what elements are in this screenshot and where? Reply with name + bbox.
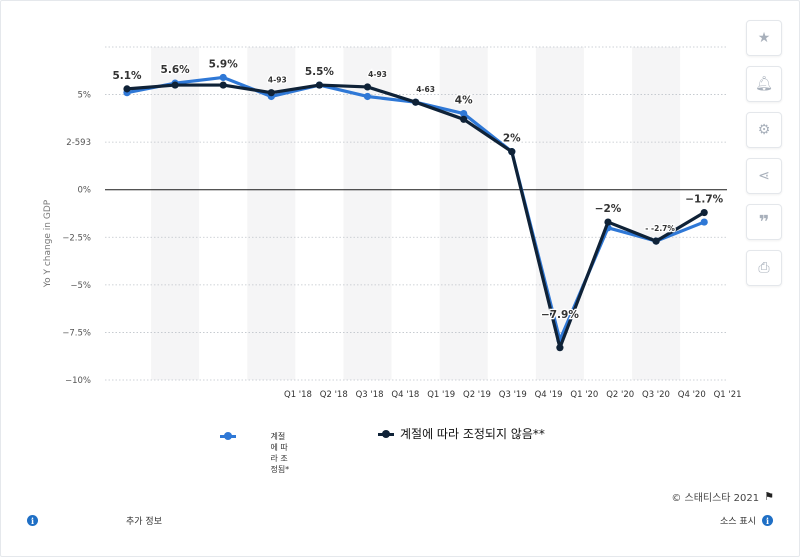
legend-item-adjusted[interactable]: 계절에 따라 조정됨*: [220, 430, 289, 475]
legend-marker-adjusted: [220, 430, 236, 442]
data-point: [460, 110, 468, 118]
y-tick-label: 5%: [78, 91, 92, 101]
source-credit: © 스태티스타 2021 ⚑: [671, 489, 774, 504]
legend-item-not-adjusted[interactable]: 계절에 따라 조정되지 않음**: [378, 428, 550, 441]
data-point: [652, 237, 660, 245]
column-band: [151, 47, 200, 380]
star-icon: ★: [757, 30, 771, 46]
flag-icon: ⚑: [764, 490, 774, 503]
column-band: [439, 47, 488, 380]
data-label: −7.9%: [541, 309, 579, 321]
y-tick-label: −7.5%: [62, 328, 91, 338]
x-tick-label: Q3 '19: [499, 390, 527, 400]
cite-button[interactable]: ❞: [746, 204, 782, 240]
gear-icon: ⚙: [757, 122, 771, 138]
show-source-label: 소스 표시: [720, 517, 756, 527]
data-point: [219, 73, 227, 82]
data-label: - -2.7%: [645, 224, 675, 233]
x-tick-label: Q3 '18: [356, 390, 384, 400]
data-label: 4-93: [268, 76, 287, 85]
data-point: [604, 218, 612, 226]
data-label: −2%: [595, 203, 622, 215]
data-point: [412, 98, 420, 106]
x-tick-label: Q4 '20: [678, 390, 706, 400]
copyright-text: © 스태티스타 2021: [671, 493, 760, 504]
favorite-button[interactable]: ★: [746, 20, 782, 56]
column-band: [535, 47, 584, 380]
x-tick-label: Q2 '20: [606, 390, 634, 400]
x-tick-label: Q4 '19: [535, 390, 563, 400]
quote-icon: ❞: [758, 211, 770, 233]
y-tick-label: −10%: [65, 376, 91, 386]
data-point: [700, 208, 708, 217]
legend-label-adjusted: 계절에 따라 조정됨*: [270, 432, 290, 474]
data-label: 5.5%: [305, 66, 335, 78]
data-point: [219, 81, 227, 89]
y-tick-label: 0%: [78, 186, 92, 196]
column-band: [343, 47, 392, 380]
data-label: 5.9%: [209, 58, 239, 70]
info-icon: i: [27, 515, 38, 526]
x-tick-label: Q1 '20: [570, 390, 598, 400]
data-label: 2%: [503, 133, 521, 145]
y-tick-label: −5%: [70, 281, 91, 291]
share-button[interactable]: ⋖: [746, 158, 782, 194]
data-label: 4-63: [416, 85, 435, 94]
data-point: [556, 344, 564, 352]
y-tick-label: 2-593: [66, 138, 91, 148]
data-point: [700, 218, 708, 226]
x-tick-label: Q1 '18: [284, 390, 312, 400]
data-point: [363, 92, 372, 101]
data-label: 4-93: [368, 70, 387, 79]
data-point: [363, 83, 372, 91]
column-band: [632, 47, 681, 380]
print-icon: ⎙: [758, 260, 770, 276]
info-icon: i: [761, 515, 773, 526]
data-point: [123, 85, 131, 93]
data-label: 4%: [455, 95, 473, 107]
legend-label-not-adjusted: 계절에 따라 조정되지 않음**: [400, 427, 545, 441]
settings-button[interactable]: ⚙: [746, 112, 782, 148]
data-label: −1.7%: [685, 194, 723, 206]
x-tick-label: Q4 '18: [391, 390, 419, 400]
legend-marker-not-adjusted: [378, 428, 394, 440]
data-label: 5.6%: [161, 64, 191, 76]
data-point: [267, 89, 275, 97]
share-icon: ⋖: [758, 168, 770, 184]
x-tick-label: Q3 '20: [642, 390, 670, 400]
data-label: 5.1%: [112, 70, 142, 82]
series-line: [125, 83, 706, 350]
y-axis-title: Yo Y change in GDP: [43, 199, 53, 288]
x-tick-label: Q1 '21: [714, 390, 742, 400]
data-point: [315, 81, 323, 89]
y-tick-label: −2.5%: [62, 233, 91, 243]
notification-button[interactable]: 🔔︎: [746, 66, 782, 102]
sidebar: ★ 🔔︎ ⚙ ⋖ ❞ ⎙: [746, 20, 782, 296]
more-info-label: 추가 정보: [126, 517, 162, 527]
show-source-link[interactable]: 소스 표시 i: [720, 514, 773, 527]
data-point: [171, 81, 179, 89]
x-tick-label: Q2 '18: [320, 390, 348, 400]
data-point: [460, 115, 468, 123]
print-button[interactable]: ⎙: [746, 250, 782, 286]
column-band: [247, 47, 296, 380]
x-tick-label: Q2 '19: [463, 390, 491, 400]
data-point: [508, 148, 516, 156]
x-tick-label: Q1 '19: [427, 390, 455, 400]
more-info-link[interactable]: i 추가 정보: [27, 514, 162, 527]
bell-icon: 🔔︎: [755, 76, 773, 92]
